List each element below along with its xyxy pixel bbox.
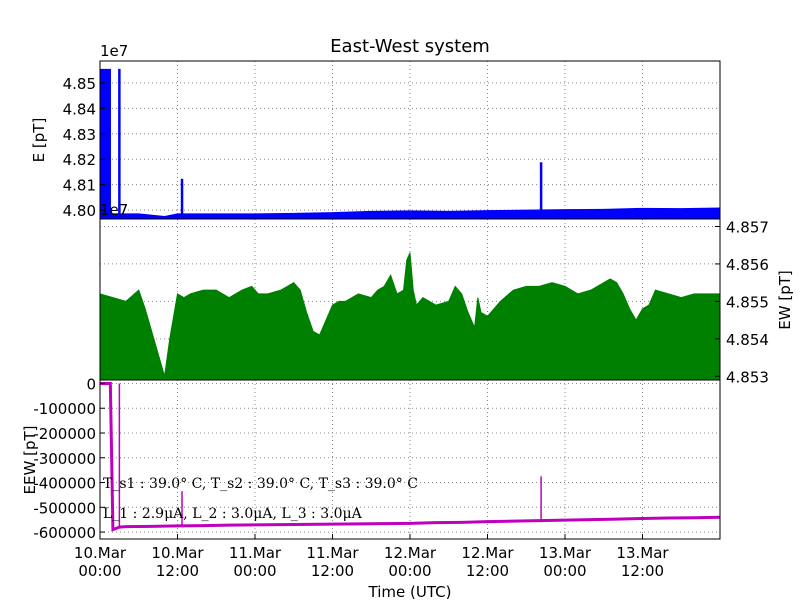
x-tick-label-date: 12.Mar: [384, 544, 437, 562]
top-area-series: [99, 207, 721, 220]
bottom-panel-eew: 0 -100000 -200000 -300000 -400000 -500000 -600…: [21, 375, 721, 542]
top-y-tick-label: 4.83: [63, 126, 96, 144]
middle-ylabel: EW [pT]: [776, 270, 794, 329]
x-axis-ticks: 10.Mar00:0010.Mar12:0011.Mar00:0011.Mar1…: [74, 534, 669, 580]
x-tick-label-time: 12:00: [466, 562, 509, 580]
bottom-y-tick-label: 0: [86, 375, 96, 393]
x-tick-label-date: 12.Mar: [461, 544, 514, 562]
bottom-y-tick-label: -500000: [33, 499, 96, 517]
current-annotation: L_1 : 2.9μA, L_2 : 3.0μA, L_3 : 3.0μA: [103, 506, 363, 522]
x-tick-label-time: 12:00: [621, 562, 664, 580]
bottom-y-tick-label: -200000: [33, 425, 96, 443]
top-y-tick-label: 4.85: [63, 75, 96, 93]
x-tick-label-time: 12:00: [156, 562, 199, 580]
x-tick-label-date: 11.Mar: [306, 544, 359, 562]
x-tick-label-time: 00:00: [78, 562, 121, 580]
top-panel-e: 4.80 4.81 4.82 4.83 4.84 4.85 1e7 1e7 E [pT]: [30, 42, 721, 220]
top-spike: [100, 68, 111, 220]
x-axis-label: Time (UTC): [368, 583, 452, 600]
x-tick-label-date: 13.Mar: [616, 544, 669, 562]
bottom-y-tick-label: -600000: [33, 524, 96, 542]
middle-y-tick-label: 4.853: [726, 368, 769, 386]
x-tick-label-date: 13.Mar: [539, 544, 592, 562]
x-tick-label-time: 12:00: [311, 562, 354, 580]
top-offset-label: 1e7: [100, 42, 128, 60]
chart-title: East-West system: [330, 36, 490, 57]
top-y-tick-label: 4.84: [63, 100, 96, 118]
top-y-tick-label: 4.82: [63, 151, 96, 169]
top-y-tick-label: 4.80: [63, 202, 96, 220]
bottom-ylabel: EEW [pT]: [21, 426, 39, 495]
x-tick-label-time: 00:00: [543, 562, 586, 580]
middle-y-tick-label: 4.854: [726, 331, 769, 349]
top-y-tick-label: 4.81: [63, 177, 96, 195]
top-ylabel: E [pT]: [30, 118, 48, 163]
bottom-y-tick-label: -300000: [33, 450, 96, 468]
temperature-annotation: T_s1 : 39.0° C, T_s2 : 39.0° C, T_s3 : 3…: [103, 476, 418, 492]
middle-y-tick-label: 4.856: [726, 256, 769, 274]
bottom-line-series: [100, 381, 721, 532]
middle-panel-ew: 4.853 4.854 4.855 4.856 4.857 EW [pT]: [99, 218, 794, 386]
x-tick-label-date: 10.Mar: [74, 544, 127, 562]
middle-y-tick-label: 4.855: [726, 293, 769, 311]
middle-y-tick-label: 4.857: [726, 218, 769, 236]
x-tick-label-date: 10.Mar: [151, 544, 204, 562]
middle-area-series: [99, 252, 721, 381]
x-tick-label-date: 11.Mar: [229, 544, 282, 562]
x-tick-label-time: 00:00: [233, 562, 276, 580]
top-offset-label-lower: 1e7: [100, 201, 128, 219]
bottom-y-tick-label: -100000: [33, 400, 96, 418]
x-tick-label-time: 00:00: [388, 562, 431, 580]
bottom-y-tick-label: -400000: [33, 475, 96, 493]
